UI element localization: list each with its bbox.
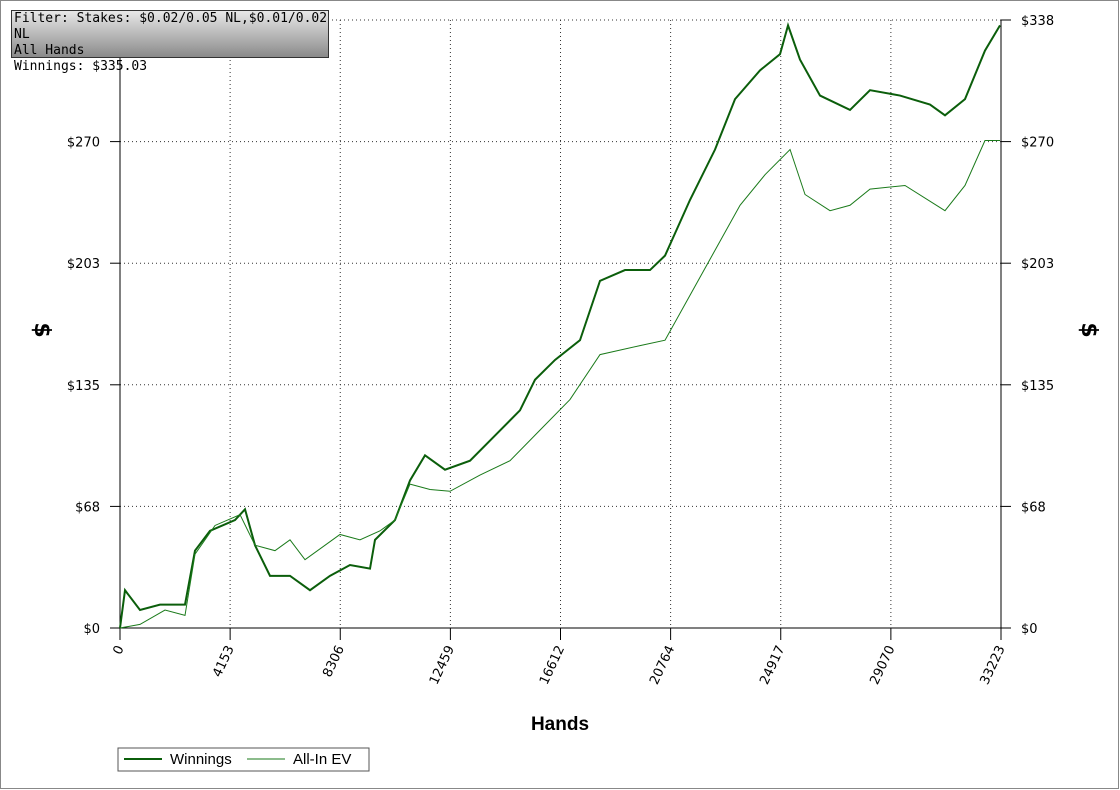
y2-tick-label: $135: [1021, 379, 1054, 394]
y-tick-label: $68: [75, 500, 100, 515]
y-tick-label: $0: [83, 622, 100, 637]
y-axis-label: $: [29, 322, 54, 337]
y2-tick-label: $270: [1021, 136, 1054, 151]
filter-line: Winnings: $335.03: [14, 59, 148, 74]
y2-tick-label: $338: [1021, 14, 1054, 29]
y-tick-label: $135: [67, 379, 100, 394]
series-line: [119, 140, 1000, 629]
y2-tick-label: $68: [1021, 500, 1046, 515]
filter-line: Filter: Stakes: $0.02/0.05 NL,$0.01/0.02…: [14, 11, 328, 42]
legend-label: Winnings: [170, 751, 232, 768]
series-line: [119, 22, 1001, 629]
legend: [117, 747, 370, 772]
filter-line: All Hands: [14, 43, 85, 58]
x-axis-label: Hands: [531, 714, 589, 735]
y2-tick-label: $0: [1021, 622, 1038, 637]
y-tick-label: $270: [67, 136, 100, 151]
y2-axis-label: $: [1076, 322, 1101, 337]
legend-label: All-In EV: [293, 751, 351, 768]
y2-tick-label: $203: [1021, 257, 1054, 272]
filter-box: Filter: Stakes: $0.02/0.05 NL,$0.01/0.02…: [11, 10, 329, 74]
y-tick-label: $203: [67, 257, 100, 272]
